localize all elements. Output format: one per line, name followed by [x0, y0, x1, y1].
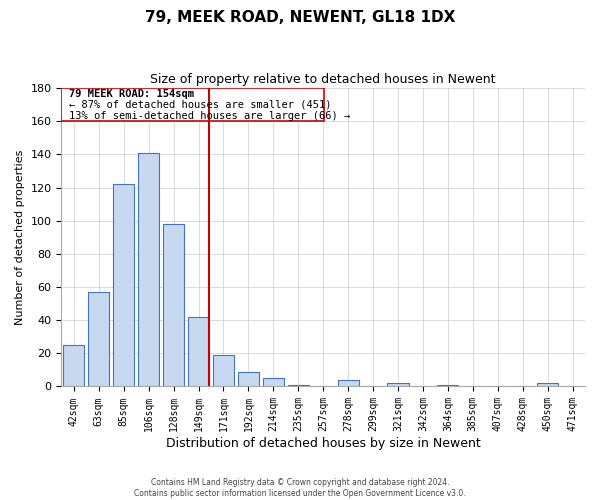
Bar [238, 372, 259, 386]
FancyBboxPatch shape [61, 88, 324, 121]
Text: 13% of semi-detached houses are larger (66) →: 13% of semi-detached houses are larger (… [69, 110, 350, 120]
Bar [287, 385, 309, 386]
Bar [338, 380, 359, 386]
Y-axis label: Number of detached properties: Number of detached properties [15, 150, 25, 325]
Bar [188, 317, 209, 386]
Bar [88, 292, 109, 386]
Title: Size of property relative to detached houses in Newent: Size of property relative to detached ho… [151, 72, 496, 86]
Bar [163, 224, 184, 386]
Bar [263, 378, 284, 386]
X-axis label: Distribution of detached houses by size in Newent: Distribution of detached houses by size … [166, 437, 481, 450]
Text: ← 87% of detached houses are smaller (451): ← 87% of detached houses are smaller (45… [69, 100, 331, 110]
Bar [213, 355, 234, 386]
Text: Contains HM Land Registry data © Crown copyright and database right 2024.
Contai: Contains HM Land Registry data © Crown c… [134, 478, 466, 498]
Text: 79, MEEK ROAD, NEWENT, GL18 1DX: 79, MEEK ROAD, NEWENT, GL18 1DX [145, 10, 455, 25]
Bar [63, 345, 85, 387]
Bar [537, 383, 558, 386]
Bar [113, 184, 134, 386]
Text: 79 MEEK ROAD: 154sqm: 79 MEEK ROAD: 154sqm [69, 88, 194, 99]
Bar [388, 383, 409, 386]
Bar [437, 385, 458, 386]
Bar [138, 152, 159, 386]
